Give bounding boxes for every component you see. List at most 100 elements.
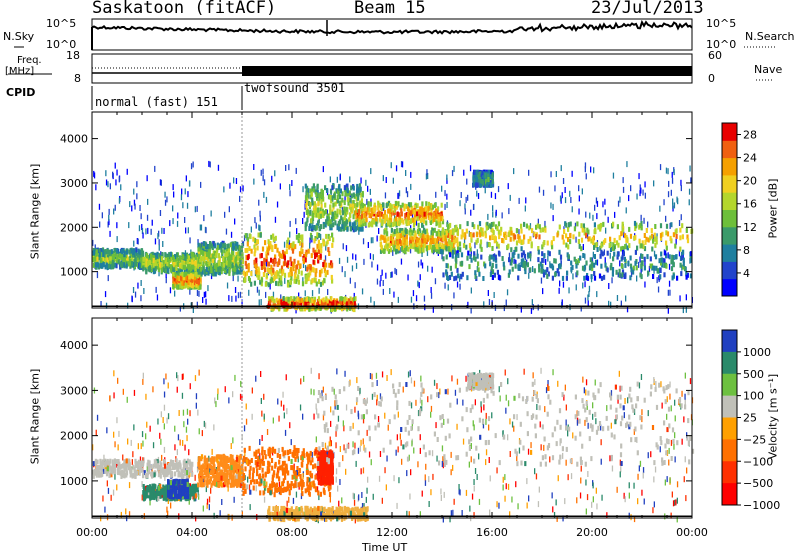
power-region-3-cell	[239, 260, 242, 266]
velocity-scatter-cell	[498, 502, 500, 509]
velocity-scatter-cell	[163, 391, 166, 398]
power-region-10-cell	[577, 258, 580, 264]
power-region-2-cell	[193, 280, 196, 286]
power-scatter-cell	[137, 238, 139, 245]
power-scatter-cell	[326, 209, 328, 216]
power-region-9-cell	[654, 236, 657, 242]
nave-label: Nave	[754, 63, 783, 76]
power-region-10-cell	[494, 255, 497, 260]
power-region-7-cell	[378, 211, 381, 217]
power-region-0-cell	[118, 253, 122, 259]
power-scatter-cell	[146, 175, 148, 182]
velocity-scatter-cell	[427, 396, 429, 403]
power-region-6-cell	[305, 202, 308, 208]
power-scatter-cell	[161, 227, 163, 234]
power-scatter-cell	[446, 202, 448, 208]
power-scatter-cell	[582, 244, 584, 250]
power-region-8-cell	[431, 248, 434, 254]
power-region-6-cell	[361, 191, 364, 196]
power-region-5-cell	[333, 306, 336, 312]
power-region-1-cell	[154, 252, 157, 258]
power-region-9-cell	[446, 232, 450, 238]
power-region-7-cell	[417, 222, 420, 228]
velocity-scatter-cell	[114, 441, 116, 448]
power-region-4-cell	[273, 261, 276, 267]
power-region-9-cell	[602, 221, 605, 227]
power-scatter-cell	[578, 185, 580, 192]
power-region-4-cell	[260, 253, 263, 258]
power-scatter-cell	[228, 295, 230, 302]
power-region-3-cell	[197, 242, 200, 248]
power-scatter-cell	[295, 167, 297, 174]
power-scatter-cell	[308, 192, 310, 199]
power-scatter-cell	[667, 252, 669, 259]
date-label: 23/Jul/2013	[591, 0, 704, 18]
power-scatter-cell	[254, 217, 256, 224]
power-region-8-cell	[413, 242, 416, 248]
power-region-0-cell	[108, 255, 111, 261]
power-region-0-cell	[92, 262, 95, 268]
power-region-9-cell	[612, 221, 615, 227]
power-scatter-cell	[390, 272, 392, 278]
power-scatter-cell	[529, 223, 532, 230]
power-region-6-cell	[313, 205, 316, 211]
power-region-10-cell	[455, 257, 458, 263]
power-region-8-cell	[413, 234, 416, 240]
velocity-scatter-cell	[676, 516, 678, 523]
power-region-9-cell	[479, 232, 482, 238]
velocity-scatter-cell	[113, 392, 115, 399]
power-region-0-cell	[112, 257, 115, 263]
power-region-1-cell	[181, 259, 184, 265]
power-scatter-cell	[376, 264, 379, 271]
power-region-2-cell	[173, 272, 176, 277]
power-region-4-cell	[282, 253, 285, 259]
power-region-10-cell	[682, 261, 685, 267]
power-scatter-cell	[586, 232, 589, 239]
power-region-7-cell	[389, 203, 392, 208]
velocity-scatter-cell	[564, 498, 566, 505]
power-region-3-cell	[208, 249, 211, 255]
power-region-10-cell	[617, 272, 620, 278]
power-scatter-cell	[235, 295, 237, 302]
velocity-scatter-cell	[420, 375, 422, 382]
power-region-10-cell	[603, 274, 606, 280]
power-scatter-cell	[596, 291, 598, 298]
power-region-8-cell	[420, 246, 423, 251]
power-region-10-cell	[551, 275, 554, 281]
power-region-7-cell	[406, 206, 410, 212]
power-region-2-cell	[197, 279, 200, 285]
power-region-11-cell	[472, 181, 475, 187]
power-scatter-cell	[190, 163, 193, 170]
power-scatter-cell	[166, 196, 168, 203]
nsky-panel	[91, 18, 693, 51]
velocity-scatter-cell	[310, 367, 312, 374]
velocity-scatter-cell	[485, 418, 487, 425]
power-scatter-cell	[584, 166, 586, 173]
mode-label-2: twofsound 3501	[244, 81, 346, 95]
velocity-scatter-cell	[630, 514, 632, 521]
power-scatter-cell	[426, 169, 428, 176]
velocity-scatter-cell	[187, 418, 189, 425]
power-region-10-cell	[659, 274, 662, 280]
power-region-5-cell	[339, 296, 342, 302]
power-scatter-cell	[434, 278, 437, 285]
power-region-10-cell	[620, 263, 623, 269]
velocity-scatter-cell	[302, 413, 304, 420]
power-region-3-cell	[207, 244, 210, 249]
power-scatter-cell	[463, 169, 465, 176]
power-region-10-cell	[492, 253, 495, 259]
power-region-2-cell	[199, 276, 202, 282]
power-scatter-cell	[253, 164, 255, 170]
power-region-1-cell	[166, 268, 169, 274]
power-region-4-cell	[270, 276, 273, 282]
power-region-6-cell	[358, 183, 362, 189]
power-region-7-cell	[381, 219, 384, 225]
power-region-10-cell	[477, 261, 480, 267]
power-region-11-cell	[478, 171, 481, 177]
power-region-5-cell	[307, 302, 310, 308]
power-region-9-cell	[476, 237, 479, 243]
power-region-9-cell	[674, 243, 677, 249]
velocity-scatter-cell	[462, 399, 464, 406]
power-region-8-cell	[403, 248, 407, 253]
power-scatter-cell	[373, 301, 375, 308]
